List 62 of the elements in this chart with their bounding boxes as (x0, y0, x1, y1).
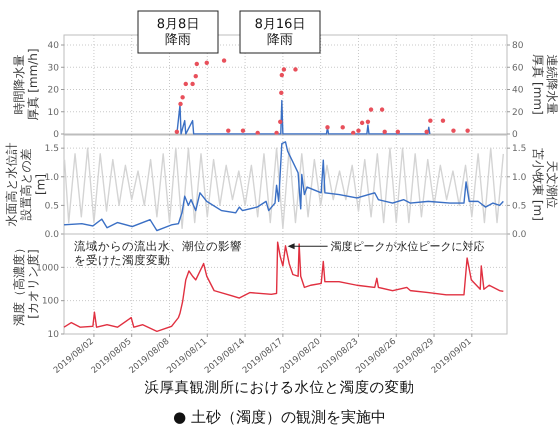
point (194, 62, 199, 66)
point (340, 125, 345, 130)
point (380, 107, 384, 112)
y-tick-label: 30 (48, 63, 60, 74)
y2-tick-label: 1.5 (512, 144, 526, 154)
point (204, 60, 209, 66)
annotation: 8月16日降雨 (254, 17, 306, 48)
point (396, 130, 400, 134)
point (226, 128, 230, 133)
y-tick-label: 40 (48, 41, 60, 52)
point (278, 120, 282, 124)
annotation: 8月8日降雨 (156, 17, 200, 48)
y-tick-label: 10 (48, 108, 60, 118)
y2-tick-label: 40 (512, 86, 524, 96)
y-tick-label: 20 (48, 86, 60, 96)
point (178, 102, 183, 106)
y2-tick-label: 80 (512, 41, 524, 52)
point (368, 107, 374, 112)
y2-tick-label: 0.0 (512, 230, 527, 240)
point (465, 128, 470, 133)
point (325, 125, 330, 130)
point (424, 130, 429, 134)
y2-axis-title: 天文潮位苫小牧東 [m] (530, 148, 559, 221)
y2-tick-label: 60 (512, 63, 524, 74)
y-tick-label: 0 (53, 130, 60, 140)
text: ● 土砂（濁度）の観測を実施中 (173, 408, 386, 426)
point (451, 128, 456, 133)
y-tick-label: 10 (48, 330, 60, 340)
point (184, 82, 188, 86)
y-axis-title: 時間降水量厚真 [mm/h] (12, 48, 40, 121)
point (366, 120, 370, 124)
point (282, 67, 286, 72)
y-tick-label: 0.0 (44, 230, 60, 240)
y-tick-label: 0.5 (44, 201, 59, 212)
y2-tick-label: 1.0 (512, 172, 527, 183)
y-tick-label: 1.0 (44, 172, 60, 183)
annotation: 濁度ピークが水位ピークに対応 (330, 240, 485, 254)
point (382, 130, 387, 134)
point (222, 58, 226, 63)
y2-tick-label: 0 (512, 130, 518, 140)
point (174, 130, 180, 134)
line-series (63, 241, 504, 332)
point (440, 118, 446, 123)
y-tick-label: 1000 (36, 263, 60, 274)
point (180, 95, 185, 100)
point (280, 72, 284, 78)
text: 浜厚真観測所における水位と濁度の変動 (144, 379, 414, 396)
y-tick-label: 100 (42, 296, 60, 307)
point (190, 82, 195, 86)
point (279, 90, 284, 96)
point (360, 120, 364, 126)
annotation: 流域からの流出水、潮位の影響を受けた濁度変動 (74, 239, 242, 267)
y2-axis-title: 連続降水量厚真 [mm] (530, 54, 559, 115)
y2-tick-label: 0.5 (512, 201, 526, 212)
point (428, 118, 433, 123)
point (293, 67, 298, 72)
point (240, 128, 246, 133)
point (194, 74, 198, 78)
line-series (176, 100, 431, 135)
point (356, 128, 361, 133)
y2-tick-label: 20 (512, 108, 524, 118)
y-tick-label: 1.5 (44, 144, 59, 154)
